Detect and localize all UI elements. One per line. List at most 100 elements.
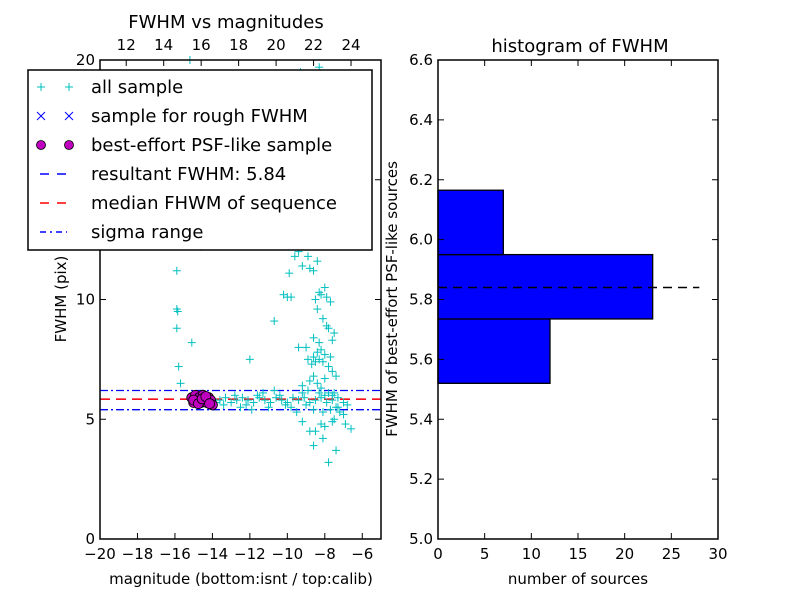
histogram-x-axis-label: number of sources [508,570,648,588]
all-sample-point [288,393,297,402]
all-sample-point [294,396,303,405]
all-sample-point [187,338,196,347]
all-sample-point [277,396,286,405]
histogram-bar [437,318,551,384]
all-sample-point [219,400,228,409]
top-x-tick-label: 12 [117,36,136,54]
all-sample-point [320,391,329,400]
all-sample-point [328,336,337,345]
all-sample-point [320,422,329,431]
all-sample-point [298,261,307,270]
histogram-title: histogram of FWHM [491,36,668,57]
all-sample-point [317,384,326,393]
all-sample-point [253,391,262,400]
x-tick-label: 25 [662,545,681,563]
all-sample-point [333,393,342,402]
all-sample-point [328,417,337,426]
all-sample-point [302,343,311,352]
all-sample-point [328,396,337,405]
all-sample-point [311,295,320,304]
all-sample-point [309,372,318,381]
all-sample-point [260,396,269,405]
all-sample-point [264,403,273,412]
y-tick-label: 6.0 [409,231,433,249]
all-sample-point [176,379,185,388]
scatter-ticks: −20−18−16−14−12−10−8−6051015201214161820… [76,36,381,563]
scatter-x-axis-label: magnitude (bottom:isnt / top:calib) [109,570,373,588]
scatter-panel: FWHM vs magnitudes −20 −18 −16 −14 −12 −10 −8−… [27,12,382,588]
all-sample-point [315,388,324,397]
y-tick-label: 10 [76,291,95,309]
all-sample-point [309,405,318,414]
all-sample-point [341,420,350,429]
all-sample-point [318,357,327,366]
all-sample-point [236,403,245,412]
legend-label: all sample [91,77,183,98]
top-x-tick-label: 14 [154,36,173,54]
top-x-tick-label: 22 [304,36,323,54]
all-sample-point [339,410,348,419]
all-sample-point [320,283,329,292]
all-sample-point [330,388,339,397]
all-sample-point [298,381,307,390]
top-x-tick-label: 18 [229,36,248,54]
y-tick-label: 6.4 [409,111,433,129]
histogram-y-axis-label: FWHM of best-effort PSF-like sources [383,161,401,437]
all-sample-point [275,391,284,400]
all-sample-point [243,396,252,405]
all-sample-point [298,417,307,426]
all-sample-point [313,257,322,266]
top-x-tick-label: 20 [267,36,286,54]
all-sample-point [303,355,312,364]
all-sample-point [302,400,311,409]
legend-entry: all sample [37,77,183,98]
all-sample-point [294,343,303,352]
all-sample-point [221,393,230,402]
legend-label: best-effort PSF-like sample [91,135,332,156]
all-sample-point [290,252,299,261]
x-tick-label: 10 [522,545,541,563]
x-tick-label: −16 [159,545,191,563]
all-sample-point [318,314,327,323]
legend-entry: best-effort PSF-like sample [36,135,332,156]
all-sample-point [320,350,329,359]
all-sample-point [309,266,318,275]
histogram-ticks: 0 5 10 15 20 25 30 5.0 5.2 5.4 5.6 5.8 6.0 6.2 6.4 6.6 [409,51,727,563]
scatter-y-axis-label: FWHM (pix) [52,256,70,343]
y-tick-label: 5.8 [409,291,433,309]
all-sample-point [249,398,258,407]
all-sample-point [242,400,251,409]
all-sample-point [227,398,236,407]
histogram-bar [437,189,504,256]
all-sample-point [343,400,352,409]
y-tick-label: 6.6 [409,51,433,69]
all-sample-point [328,367,337,376]
histogram-panel: histogram of FWHM 0 5 10 15 20 25 30 5.0 5.2 5.4 5… [383,36,728,588]
all-sample-point [347,424,356,433]
all-sample-point [285,269,294,278]
all-sample-point [324,362,333,371]
all-sample-point [326,352,335,361]
x-tick-label: −8 [314,545,336,563]
y-tick-label: 5.6 [409,350,433,368]
all-sample-point [172,324,181,333]
y-tick-label: 20 [76,51,95,69]
x-tick-label: −6 [351,545,373,563]
x-tick-label: 15 [568,545,587,563]
x-tick-label: −18 [122,545,154,563]
all-sample-point [303,386,312,395]
all-sample-point [173,307,182,316]
all-sample-point [230,391,239,400]
all-sample-point [305,427,314,436]
y-tick-label: 0 [85,530,95,548]
legend-entry: median FHWM of sequence [40,193,337,214]
all-sample-point [313,305,322,314]
x-tick-label: 5 [480,545,490,563]
all-sample-point [324,458,333,467]
legend-label: resultant FWHM: 5.84 [91,164,286,185]
all-sample-point [330,329,339,338]
all-sample-point [270,386,279,395]
legend-entry: sigma range [40,222,203,243]
all-sample-point [322,293,331,302]
all-sample-point [258,388,267,397]
